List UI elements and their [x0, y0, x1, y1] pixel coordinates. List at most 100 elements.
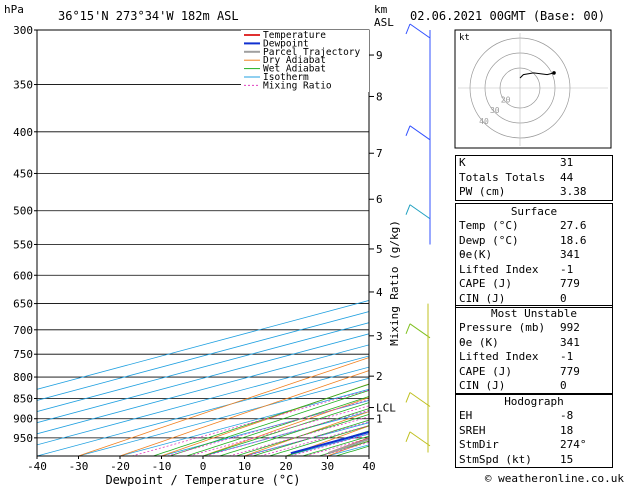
legend-entry: Parcel Trajectory [263, 47, 361, 58]
km-tick-label: 2 [376, 370, 383, 383]
wet-adiabat [186, 396, 369, 456]
row-value: 18 [560, 423, 574, 437]
isotherm [37, 322, 369, 412]
table-row: θe(K) 341 [456, 248, 612, 263]
pressure-tick-label: 900 [13, 413, 33, 426]
hodograph-ring-label: 40 [479, 117, 489, 126]
table-row: Temp (°C) 27.6 [456, 219, 612, 234]
legend-bg [241, 30, 369, 92]
row-label: StmSpd (kt) [459, 452, 532, 466]
km-tick-label: 1 [376, 413, 383, 426]
legend-entry: Dewpoint [263, 38, 309, 49]
isotherm [37, 333, 369, 424]
wind-barb [409, 431, 431, 447]
table-row: Lifted Index -1 [456, 350, 612, 365]
plot-frame [36, 29, 370, 457]
row-label: CAPE (J) [459, 277, 512, 291]
dry-adiabat [161, 383, 369, 456]
table-row: Totals Totals 44 [456, 171, 612, 186]
row-value: -8 [560, 409, 574, 422]
wind-barb [409, 204, 431, 220]
surface-title: Surface [510, 205, 558, 218]
row-label: θe(K) [459, 248, 493, 262]
pressure-tick-label: 450 [13, 167, 33, 180]
row-label: Totals Totals [459, 170, 546, 184]
km-tick-label: 9 [376, 49, 383, 62]
wet-adiabat [169, 389, 369, 456]
km-tick-label: 6 [376, 193, 383, 206]
legend-entry: Temperature [263, 30, 326, 41]
row-value: -1 [560, 262, 574, 276]
row-value: 15 [560, 452, 574, 466]
hodograph-frame [454, 29, 612, 149]
row-label: CIN (J) [459, 291, 506, 305]
table-row: SREH 18 [456, 424, 612, 439]
wind-barb [409, 23, 431, 39]
most-unstable-title: Most Unstable [490, 307, 578, 320]
x-tick-label: -20 [110, 460, 130, 473]
x-tick-label: -10 [152, 460, 172, 473]
isotherm [37, 344, 369, 435]
row-value: 274° [560, 438, 587, 452]
legend-entry: Mixing Ratio [263, 80, 332, 91]
hodograph-ring-label: 20 [501, 95, 511, 104]
pressure-tick-label: 300 [13, 24, 33, 37]
table-row: StmSpd (kt) 15 [456, 453, 612, 468]
table-row: CAPE (J) 779 [456, 365, 612, 380]
dry-adiabat [78, 357, 369, 456]
x-tick-label: 40 [362, 460, 375, 473]
row-label: SREH [459, 423, 486, 437]
table-row: Pressure (mb) 992 [456, 321, 612, 336]
table-row: CAPE (J) 779 [456, 277, 612, 292]
legend-entry: Wet Adiabat [263, 64, 326, 75]
km-tick-label: 8 [376, 90, 383, 103]
hodograph-unit: kt [459, 33, 470, 43]
row-label: Temp (°C) [459, 219, 519, 232]
table-row: Dewp (°C) 18.6 [456, 234, 612, 249]
row-value: 44 [560, 170, 574, 184]
datetime-title: 02.06.2021 00GMT (Base: 00) [410, 9, 605, 23]
table-row: EH -8 [456, 409, 612, 424]
legend-entry: Dry Adiabat [263, 55, 326, 66]
table-row: PW (cm) 3.38 [456, 185, 612, 200]
pressure-tick-label: 850 [13, 392, 33, 405]
table-row: K 31 [456, 156, 612, 171]
wind-barb [409, 392, 431, 407]
row-label: Lifted Index [459, 262, 539, 276]
km-tick-label: 5 [376, 243, 383, 256]
table-row: StmDir 274° [456, 438, 612, 453]
pressure-tick-label: 600 [13, 269, 33, 282]
km-tick-label: 7 [376, 147, 383, 160]
pressure-tick-label: 650 [13, 298, 33, 311]
row-label: CIN (J) [459, 379, 506, 393]
dry-adiabat [119, 370, 369, 456]
isotherm [37, 355, 369, 446]
row-value: 779 [560, 277, 580, 291]
pressure-tick-label: 550 [13, 238, 33, 251]
pressure-tick-label: 350 [13, 79, 33, 92]
wind-barb-flag [405, 125, 411, 136]
row-value: 31 [560, 156, 574, 169]
wind-barbs [405, 23, 431, 453]
pressure-tick-label: 500 [13, 205, 33, 218]
km-tick-label: LCL [376, 402, 396, 415]
x-tick-label: -40 [27, 460, 47, 473]
row-value: 341 [560, 248, 580, 262]
dry-adiabat [244, 411, 369, 456]
hodograph-trace [519, 72, 555, 79]
hodograph-end [552, 71, 556, 75]
most-unstable-table: Most Unstable Pressure (mb) 992 θe (K) 341 L… [455, 305, 613, 395]
isotherm [37, 311, 369, 401]
legend-entry: Isotherm [263, 72, 309, 83]
x-tick-label: 20 [279, 460, 292, 473]
dry-adiabat [202, 397, 369, 456]
pressure-tick-label: 950 [13, 432, 33, 445]
row-label: θe (K) [459, 335, 499, 349]
hodograph-ring-label: 30 [490, 106, 500, 115]
row-value: -1 [560, 350, 574, 364]
row-label: CAPE (J) [459, 364, 512, 378]
